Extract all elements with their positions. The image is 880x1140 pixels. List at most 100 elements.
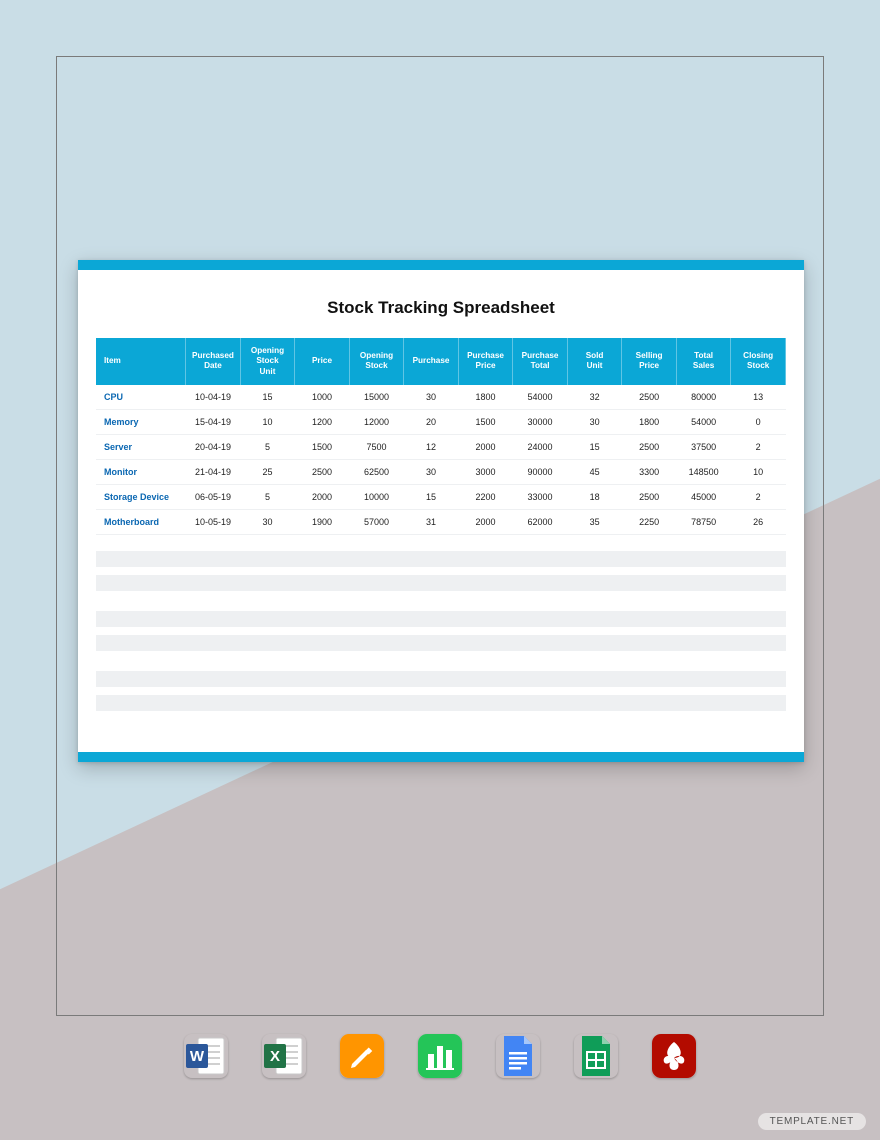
data-cell: 20-04-19 [186, 434, 241, 459]
data-cell: 30 [240, 509, 295, 534]
data-cell: 2500 [295, 459, 350, 484]
item-cell[interactable]: Monitor [96, 459, 186, 484]
table-row: Motherboard10-05-19301900570003120006200… [96, 509, 786, 534]
data-cell: 45000 [676, 484, 731, 509]
sheet-bottom-accent [78, 752, 804, 762]
placeholder-row [96, 575, 786, 591]
data-cell: 2 [731, 484, 786, 509]
data-cell: 2500 [622, 385, 677, 410]
data-cell: 15 [567, 434, 622, 459]
data-cell: 3000 [458, 459, 513, 484]
data-cell: 5 [240, 434, 295, 459]
data-cell: 80000 [676, 385, 731, 410]
column-header: Price [295, 338, 350, 385]
data-cell: 1000 [295, 385, 350, 410]
data-cell: 54000 [676, 409, 731, 434]
data-cell: 2000 [458, 434, 513, 459]
data-cell: 10000 [349, 484, 404, 509]
data-cell: 15 [404, 484, 459, 509]
data-cell: 0 [731, 409, 786, 434]
data-cell: 7500 [349, 434, 404, 459]
data-cell: 13 [731, 385, 786, 410]
data-cell: 45 [567, 459, 622, 484]
data-cell: 26 [731, 509, 786, 534]
data-cell: 10-04-19 [186, 385, 241, 410]
item-cell[interactable]: Motherboard [96, 509, 186, 534]
format-icons-row: W X [0, 1034, 880, 1078]
item-cell[interactable]: Storage Device [96, 484, 186, 509]
table-header-row: ItemPurchasedDateOpeningStockUnitPriceOp… [96, 338, 786, 385]
data-cell: 33000 [513, 484, 568, 509]
data-cell: 37500 [676, 434, 731, 459]
data-cell: 1200 [295, 409, 350, 434]
column-header: PurchasePrice [458, 338, 513, 385]
word-icon[interactable]: W [184, 1034, 228, 1078]
data-cell: 2 [731, 434, 786, 459]
data-cell: 1800 [622, 409, 677, 434]
pages-icon[interactable] [340, 1034, 384, 1078]
stock-table: ItemPurchasedDateOpeningStockUnitPriceOp… [96, 338, 786, 535]
data-cell: 1500 [295, 434, 350, 459]
data-cell: 54000 [513, 385, 568, 410]
column-header: Item [96, 338, 186, 385]
column-header: Purchase [404, 338, 459, 385]
data-cell: 20 [404, 409, 459, 434]
data-cell: 78750 [676, 509, 731, 534]
docs-icon[interactable] [496, 1034, 540, 1078]
data-cell: 2500 [622, 484, 677, 509]
data-cell: 10 [731, 459, 786, 484]
data-cell: 1500 [458, 409, 513, 434]
data-cell: 06-05-19 [186, 484, 241, 509]
item-cell[interactable]: CPU [96, 385, 186, 410]
excel-icon[interactable]: X [262, 1034, 306, 1078]
column-header: PurchaseTotal [513, 338, 568, 385]
data-cell: 148500 [676, 459, 731, 484]
data-cell: 1800 [458, 385, 513, 410]
numbers-icon[interactable] [418, 1034, 462, 1078]
item-cell[interactable]: Memory [96, 409, 186, 434]
spreadsheet-card: Stock Tracking Spreadsheet ItemPurchased… [78, 260, 804, 762]
placeholder-row [96, 671, 786, 687]
column-header: TotalSales [676, 338, 731, 385]
data-cell: 2200 [458, 484, 513, 509]
item-cell[interactable]: Server [96, 434, 186, 459]
table-row: CPU10-04-1915100015000301800540003225008… [96, 385, 786, 410]
data-cell: 24000 [513, 434, 568, 459]
svg-text:W: W [190, 1048, 205, 1065]
column-header: ClosingStock [731, 338, 786, 385]
data-cell: 12000 [349, 409, 404, 434]
data-cell: 90000 [513, 459, 568, 484]
data-cell: 21-04-19 [186, 459, 241, 484]
data-cell: 30 [404, 385, 459, 410]
data-cell: 15 [240, 385, 295, 410]
data-cell: 15-04-19 [186, 409, 241, 434]
data-cell: 15000 [349, 385, 404, 410]
placeholder-row [96, 611, 786, 627]
placeholder-rows [96, 551, 786, 711]
data-cell: 5 [240, 484, 295, 509]
placeholder-row [96, 551, 786, 567]
placeholder-row [96, 695, 786, 711]
column-header: OpeningStockUnit [240, 338, 295, 385]
svg-text:X: X [270, 1048, 280, 1065]
column-header: OpeningStock [349, 338, 404, 385]
placeholder-row [96, 635, 786, 651]
data-cell: 30 [567, 409, 622, 434]
data-cell: 2000 [295, 484, 350, 509]
data-cell: 30 [404, 459, 459, 484]
data-cell: 62500 [349, 459, 404, 484]
data-cell: 35 [567, 509, 622, 534]
table-row: Monitor21-04-192525006250030300090000453… [96, 459, 786, 484]
data-cell: 30000 [513, 409, 568, 434]
data-cell: 2000 [458, 509, 513, 534]
column-header: SellingPrice [622, 338, 677, 385]
sheet-title: Stock Tracking Spreadsheet [78, 298, 804, 318]
pdf-icon[interactable] [652, 1034, 696, 1078]
column-header: PurchasedDate [186, 338, 241, 385]
data-cell: 62000 [513, 509, 568, 534]
data-cell: 2250 [622, 509, 677, 534]
table-row: Server20-04-1951500750012200024000152500… [96, 434, 786, 459]
sheets-icon[interactable] [574, 1034, 618, 1078]
table-row: Memory15-04-1910120012000201500300003018… [96, 409, 786, 434]
data-cell: 10-05-19 [186, 509, 241, 534]
